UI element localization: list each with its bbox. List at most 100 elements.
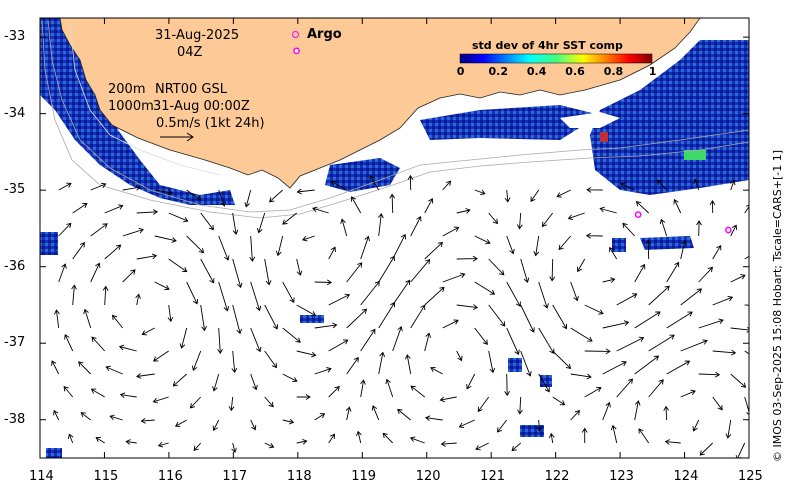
- current-arrow: [360, 328, 376, 352]
- credit-text: © IMOS 03-Sep-2025 15:08 Hobart; Tscale=…: [771, 149, 784, 462]
- current-arrow: [109, 414, 123, 421]
- current-arrow: [488, 212, 499, 225]
- current-arrow: [570, 409, 581, 421]
- sst-patch-small-2: [540, 375, 552, 387]
- sst-patch-mid-coast: [420, 105, 600, 140]
- current-arrow: [264, 442, 275, 449]
- current-arrow: [712, 396, 723, 411]
- current-arrow: [567, 212, 585, 221]
- current-arrow: [673, 198, 682, 214]
- current-arrow: [91, 336, 106, 352]
- current-arrow: [520, 350, 532, 377]
- current-arrow: [664, 439, 681, 445]
- current-arrow: [712, 244, 722, 260]
- current-arrow: [172, 373, 187, 387]
- current-arrow: [360, 379, 366, 398]
- current-arrow: [656, 179, 668, 191]
- contour-200m: [47, 19, 749, 213]
- colorbar-tick-label: 1: [648, 65, 657, 78]
- current-arrow: [616, 336, 645, 352]
- velocity-scale-label: 0.5m/s (1kt 24h): [156, 116, 265, 131]
- current-arrow: [586, 187, 603, 193]
- current-arrow: [730, 179, 736, 191]
- current-arrow: [458, 419, 475, 429]
- current-arrow: [275, 235, 284, 257]
- current-arrow: [520, 304, 535, 333]
- argo-float-marker: [634, 211, 642, 219]
- current-arrow: [136, 209, 159, 215]
- current-arrow: [645, 239, 652, 260]
- current-arrow: [369, 175, 380, 191]
- current-arrow: [141, 327, 155, 336]
- current-arrow: [378, 212, 384, 237]
- current-arrow: [193, 442, 202, 452]
- current-arrow: [424, 332, 432, 352]
- current-arrow: [186, 281, 199, 305]
- current-arrow: [659, 218, 668, 237]
- current-arrow: [744, 396, 749, 416]
- current-arrow: [538, 281, 549, 309]
- sst-patch-small-4: [300, 315, 324, 323]
- current-arrow: [104, 244, 122, 260]
- current-arrow: [312, 206, 329, 214]
- current-arrow: [186, 189, 202, 201]
- current-arrow: [442, 180, 452, 191]
- current-arrow: [301, 235, 315, 242]
- current-arrow: [64, 334, 74, 352]
- current-arrow: [549, 258, 556, 282]
- current-arrow: [410, 304, 426, 329]
- current-arrow: [602, 401, 611, 421]
- current-arrow: [744, 304, 749, 306]
- current-arrow: [609, 246, 618, 260]
- current-arrow: [212, 419, 220, 431]
- sst-warm-spot-3: [600, 132, 608, 142]
- current-arrow: [264, 350, 277, 369]
- current-arrow: [634, 311, 661, 329]
- current-arrow: [576, 258, 586, 273]
- x-tick-label: 118: [286, 469, 312, 484]
- current-arrow: [440, 441, 457, 447]
- current-arrow: [350, 196, 362, 214]
- current-arrow: [78, 361, 92, 375]
- current-arrow: [648, 379, 664, 398]
- current-arrow: [410, 258, 431, 283]
- current-arrow: [392, 326, 403, 352]
- colorbar-title: std dev of 4hr SST comp: [472, 39, 623, 52]
- current-arrow: [296, 438, 308, 445]
- current-arrow: [581, 427, 588, 443]
- current-arrow: [371, 405, 380, 421]
- current-arrow: [328, 339, 349, 352]
- current-arrow: [548, 432, 555, 444]
- current-arrow: [152, 396, 169, 404]
- current-vectors: [51, 174, 749, 458]
- current-arrow: [111, 314, 124, 329]
- current-arrow: [186, 235, 205, 254]
- current-arrow: [232, 212, 239, 236]
- current-arrow: [699, 442, 714, 456]
- current-arrow: [328, 433, 335, 444]
- current-arrow: [378, 351, 386, 375]
- current-arrow: [250, 373, 258, 391]
- current-arrow: [378, 255, 395, 283]
- current-arrow: [282, 281, 295, 303]
- x-tick-label: 117: [222, 469, 248, 484]
- current-arrow: [80, 412, 91, 421]
- scale-arrow: [160, 132, 194, 142]
- current-arrow: [430, 366, 443, 375]
- current-arrow: [570, 373, 592, 380]
- current-arrow: [385, 378, 394, 398]
- current-arrow: [154, 281, 170, 291]
- current-arrow: [340, 218, 348, 237]
- current-arrow: [410, 385, 425, 398]
- current-arrow: [250, 281, 262, 312]
- current-arrow: [466, 373, 476, 390]
- current-arrow: [63, 385, 74, 398]
- current-arrow: [90, 262, 101, 283]
- x-tick-label: 116: [157, 469, 183, 484]
- current-arrow: [296, 350, 317, 358]
- current-arrow: [439, 396, 457, 403]
- current-arrow: [474, 327, 488, 345]
- current-arrow: [330, 180, 347, 191]
- current-arrow: [191, 350, 202, 371]
- current-arrow: [474, 189, 486, 196]
